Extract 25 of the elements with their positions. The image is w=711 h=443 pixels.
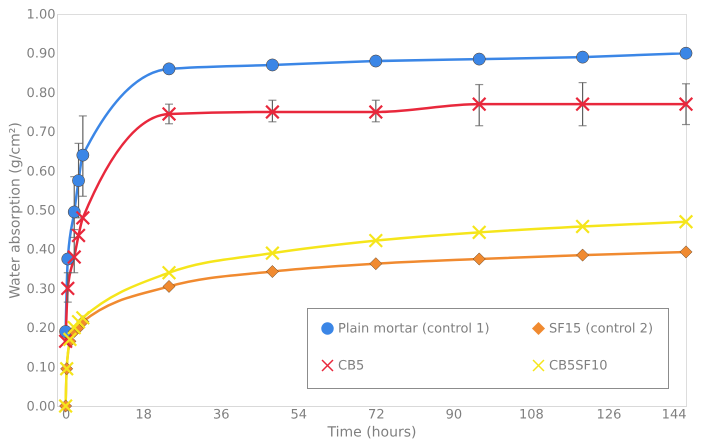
y-tick-label: 1.00 [26, 8, 56, 22]
x-tick-label: 72 [368, 408, 385, 422]
x-tick-label: 144 [662, 408, 686, 422]
legend-label: CB5SF10 [549, 358, 608, 374]
y-tick-label: 0.90 [26, 46, 56, 62]
y-tick-label: 0.20 [26, 321, 56, 336]
x-tick-label: 36 [212, 408, 230, 422]
y-tick-label: 0.40 [26, 242, 56, 258]
y-tick-label: 0.10 [26, 360, 56, 376]
x-tick-label: 90 [446, 408, 462, 422]
x-tick-label: 126 [596, 408, 622, 422]
y-tick-label: 0.30 [26, 282, 56, 297]
y-tick-label: 0.00 [26, 400, 56, 414]
legend-label: SF15 (control 2) [549, 322, 654, 337]
y-tick-label: 0.60 [26, 164, 56, 180]
legend-label: CB5 [338, 358, 364, 374]
y-tick-label: 0.70 [26, 125, 56, 140]
x-tick-label: 18 [135, 408, 152, 422]
x-axis-title: Time (hours) [326, 424, 416, 440]
legend-label: Plain mortar (control 1) [338, 322, 490, 337]
y-tick-label: 0.50 [26, 204, 56, 218]
x-tick-label: 54 [290, 408, 308, 422]
x-tick-label: 108 [518, 408, 544, 422]
y-axis-title: Water absorption (g/cm²) [8, 122, 24, 299]
y-tick-label: 0.80 [26, 86, 56, 101]
